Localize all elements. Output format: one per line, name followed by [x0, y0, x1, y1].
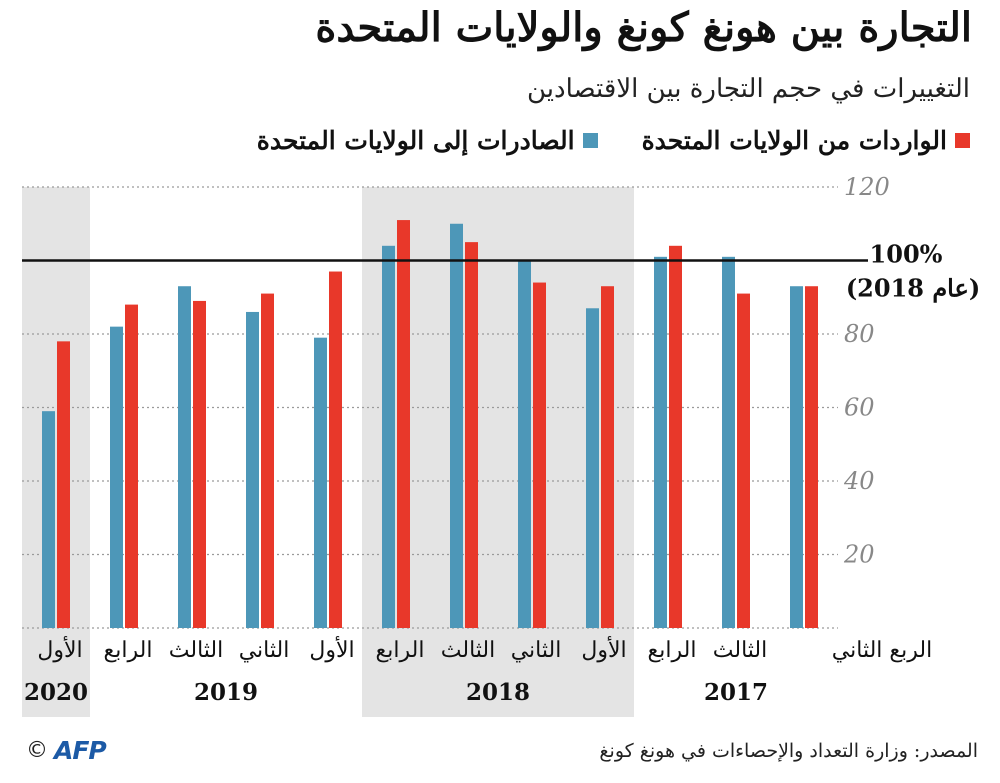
reference-label-percent: 100%	[870, 240, 943, 269]
year-label-2017: 2017	[704, 679, 768, 706]
bar-exports-4	[586, 308, 599, 628]
bar-imports-8	[329, 271, 342, 628]
afp-logo-text: AFP	[54, 736, 107, 765]
chart-subtitle: التغييرات في حجم التجارة بين الاقتصادين	[526, 74, 970, 104]
legend-label-exports: الصادرات إلى الولايات المتحدة	[256, 126, 575, 155]
legend-item-imports: الواردات من الولايات المتحدة	[642, 126, 970, 155]
bar-exports-8	[314, 337, 327, 628]
legend-label-imports: الواردات من الولايات المتحدة	[641, 126, 947, 155]
reference-label-year: (عام 2018)	[846, 274, 980, 304]
bar-imports-1	[805, 286, 818, 628]
y-tick-label-40: 40	[843, 467, 875, 495]
year-label-2018: 2018	[466, 679, 530, 706]
legend-swatch-exports	[582, 133, 598, 148]
x-tick-label-6: الثالث	[441, 638, 495, 663]
bar-imports-4	[601, 286, 614, 628]
x-tick-label-4: الأول	[581, 635, 626, 663]
y-tick-label-20: 20	[843, 541, 875, 569]
chart-title: التجارة بين هونغ كونغ والولايات المتحدة	[315, 4, 972, 51]
x-tick-label-5: الثاني	[511, 638, 562, 663]
legend-item-exports: الصادرات إلى الولايات المتحدة	[257, 126, 598, 155]
source-note: المصدر: وزارة التعداد والإحصاءات في هونغ…	[599, 740, 978, 762]
year-label-2020: 2020	[24, 679, 88, 706]
bar-exports-9	[246, 311, 259, 628]
bar-exports-6	[450, 223, 463, 628]
afp-logo: © AFP	[26, 736, 107, 765]
bar-exports-12	[42, 411, 55, 628]
bar-imports-11	[125, 304, 138, 628]
x-tick-label-12: الأول	[37, 635, 82, 663]
bar-imports-12	[57, 341, 70, 628]
bar-imports-9	[261, 293, 274, 628]
bar-imports-5	[533, 282, 546, 628]
x-tick-label-10: الثالث	[169, 638, 223, 663]
bar-exports-2	[722, 256, 735, 628]
x-tick-label-9: الثاني	[239, 638, 290, 663]
bar-imports-3	[669, 245, 682, 629]
bar-exports-3	[654, 256, 667, 628]
bar-exports-7	[382, 245, 395, 629]
bar-imports-7	[397, 220, 410, 628]
copyright-icon: ©	[26, 738, 48, 763]
year-label-2019: 2019	[194, 679, 258, 706]
y-tick-label-80: 80	[844, 320, 875, 348]
bar-exports-1	[790, 286, 803, 628]
x-tick-label-7: الرابع	[376, 638, 425, 663]
y-tick-label-60: 60	[844, 394, 875, 422]
bar-imports-2	[737, 293, 750, 628]
bar-exports-5	[518, 260, 531, 628]
bar-imports-6	[465, 242, 478, 628]
year-band-2020	[22, 187, 90, 717]
x-tick-label-11: الرابع	[104, 638, 153, 663]
x-tick-label-1: الربع الثاني	[832, 638, 932, 663]
x-tick-label-3: الرابع	[648, 638, 697, 663]
x-tick-label-2: الثالث	[713, 638, 767, 663]
x-tick-label-8: الأول	[309, 635, 354, 663]
y-tick-label-120: 120	[844, 173, 890, 201]
bar-exports-11	[110, 326, 123, 628]
legend-swatch-imports	[955, 133, 970, 148]
bar-exports-10	[178, 286, 191, 628]
bar-imports-10	[193, 300, 206, 628]
legend: الواردات من الولايات المتحدة الصادرات إل…	[20, 126, 970, 155]
